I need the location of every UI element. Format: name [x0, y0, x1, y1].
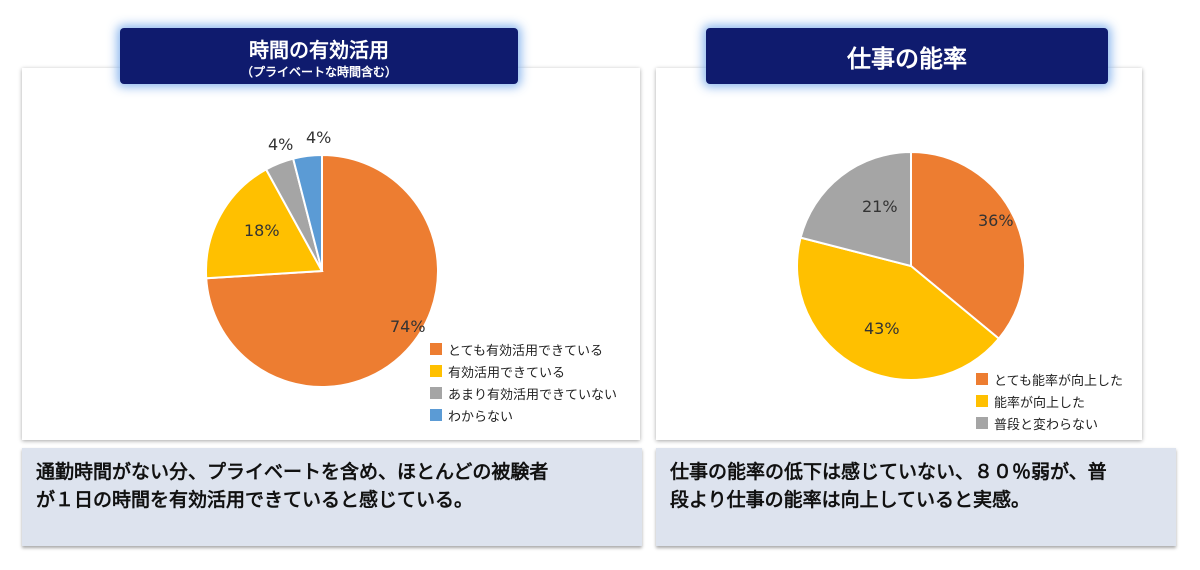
left-caption-line2: が１日の時間を有効活用できていると感じている。 [36, 489, 474, 511]
pie-1-data-label-0: 36% [978, 211, 1014, 230]
pie-1-data-label-2: 21% [862, 197, 898, 216]
legend-1-item-0: とても能率が向上した [976, 368, 1123, 390]
legend-0-swatch-3 [430, 409, 442, 421]
legend-0-item-3: わからない [430, 404, 617, 426]
right-caption-line2: 段より仕事の能率は向上していると実感。 [670, 489, 1031, 511]
pie-1-slice-1 [796, 236, 1001, 381]
left-caption-line1: 通勤時間がない分、プライベートを含め、ほとんどの被験者 [36, 461, 549, 483]
legend-1-swatch-1 [976, 395, 988, 407]
right-legend: とても能率が向上した 能率が向上した 普段と変わらない [976, 368, 1123, 434]
legend-0-item-1: 有効活用できている [430, 360, 617, 382]
pie-0-slice-1 [205, 167, 324, 280]
left-caption: 通勤時間がない分、プライベートを含め、ほとんどの被験者 が１日の時間を有効活用で… [22, 448, 642, 546]
legend-0-swatch-2 [430, 387, 442, 399]
legend-0-label-3: わからない [448, 409, 514, 425]
pie-0-data-label-3: 4% [306, 128, 331, 147]
legend-1-swatch-2 [976, 417, 988, 429]
legend-0-swatch-0 [430, 343, 442, 355]
legend-0-item-2: あまり有効活用できていない [430, 382, 617, 404]
right-title-banner: 仕事の能率 [706, 28, 1108, 84]
legend-1-label-2: 普段と変わらない [994, 417, 1099, 433]
legend-1-label-1: 能率が向上した [994, 395, 1086, 411]
pie-1-slice-0 [910, 150, 1026, 341]
legend-1-swatch-0 [976, 373, 988, 385]
right-caption: 仕事の能率の低下は感じていない、８０％弱が、普 段より仕事の能率は向上していると… [656, 448, 1176, 546]
pie-0-data-label-2: 4% [268, 135, 293, 154]
left-legend: とても有効活用できている 有効活用できているあまり有効活用できていない わからない [430, 338, 617, 426]
legend-0-label-0: とても有効活用できている [448, 343, 603, 359]
legend-1-label-0: とても能率が向上した [994, 373, 1123, 389]
pie-1-data-label-1: 43% [864, 319, 900, 338]
legend-0-label-2: あまり有効活用できていない [448, 387, 618, 403]
legend-0-label-1: 有効活用できている [448, 365, 566, 381]
legend-0-swatch-1 [430, 365, 442, 377]
left-subtitle: （プライベートな時間含む） [240, 65, 397, 79]
pie-1-slice-2 [799, 150, 912, 268]
pie-0-data-label-1: 18% [244, 221, 280, 240]
left-title-banner: 時間の有効活用 （プライベートな時間含む） [120, 28, 518, 84]
left-title: 時間の有効活用 [249, 38, 389, 62]
right-title: 仕事の能率 [847, 45, 967, 73]
legend-1-item-1: 能率が向上した [976, 390, 1123, 412]
pie-0-slice-3 [291, 153, 323, 272]
legend-0-item-0: とても有効活用できている [430, 338, 617, 360]
pie-0-data-label-0: 74% [390, 317, 426, 336]
legend-1-item-2: 普段と変わらない [976, 412, 1123, 434]
right-caption-line1: 仕事の能率の低下は感じていない、８０％弱が、普 [670, 461, 1107, 483]
